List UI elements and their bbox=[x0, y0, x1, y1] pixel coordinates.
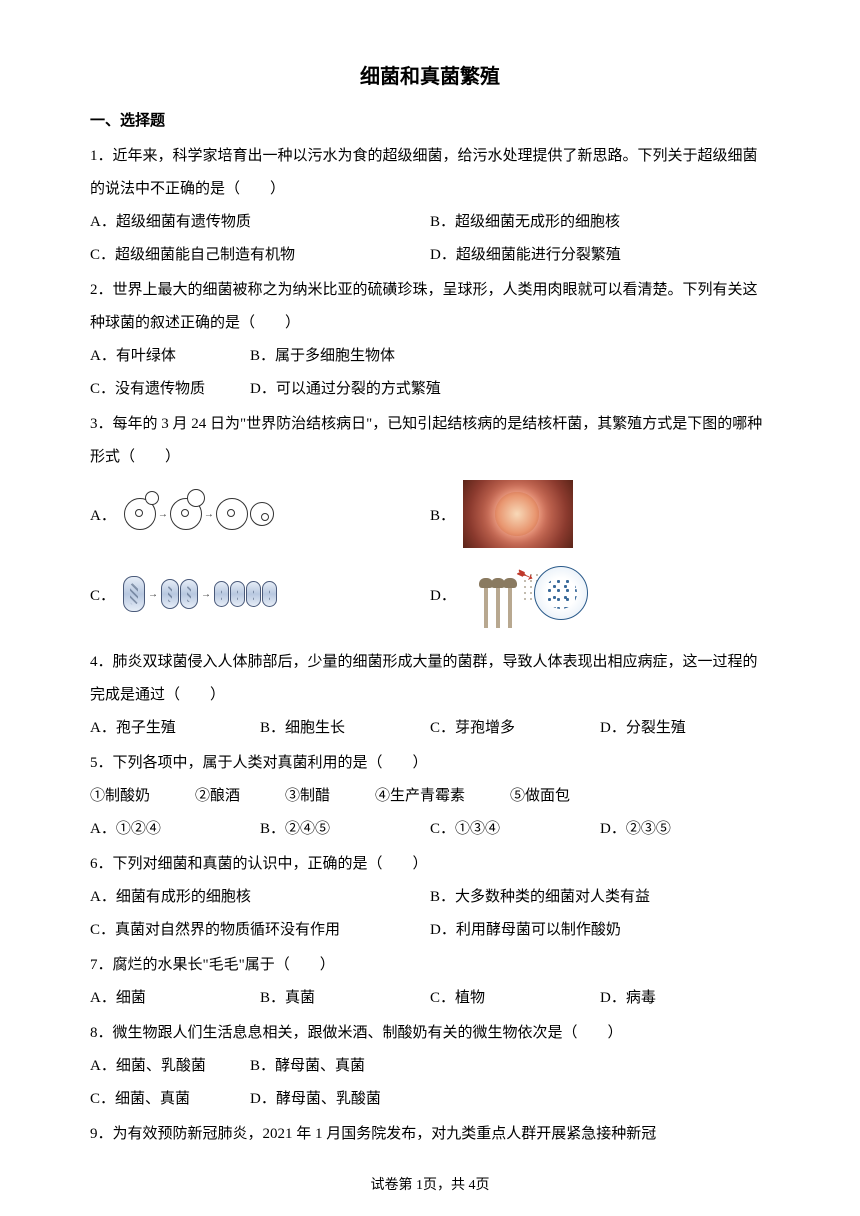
q2-row2: C．没有遗传物质 D．可以通过分裂的方式繁殖 bbox=[90, 373, 770, 406]
q3-opt-c: C． → → bbox=[90, 560, 430, 628]
q6-opt-b: B．大多数种类的细菌对人类有益 bbox=[430, 881, 770, 914]
page-title: 细菌和真菌繁殖 bbox=[90, 60, 770, 89]
q3-c-label: C． bbox=[90, 584, 115, 605]
q1-text: 1．近年来，科学家培育出一种以污水为食的超级细菌，给污水处理提供了新思路。下列关… bbox=[90, 140, 770, 206]
q8-opt-c: C．细菌、真菌 bbox=[90, 1083, 250, 1116]
q4-row: A．孢子生殖 B．细胞生长 C．芽孢增多 D．分裂生殖 bbox=[90, 712, 770, 745]
q8-opt-d: D．酵母菌、乳酸菌 bbox=[250, 1083, 381, 1116]
q1-opt-d: D．超级细菌能进行分裂繁殖 bbox=[430, 239, 770, 272]
q5-opt-b: B．②④⑤ bbox=[260, 813, 430, 846]
fission-diagram-icon: → → bbox=[123, 576, 277, 612]
question-6: 6．下列对细菌和真菌的认识中，正确的是（ ） A．细菌有成形的细胞核 B．大多数… bbox=[90, 848, 770, 947]
page-footer: 试卷第 1页，共 4页 bbox=[0, 1174, 860, 1194]
q7-row: A．细菌 B．真菌 C．植物 D．病毒 bbox=[90, 982, 770, 1015]
q6-opt-d: D．利用酵母菌可以制作酸奶 bbox=[430, 914, 770, 947]
q1-row2: C．超级细菌能自己制造有机物 D．超级细菌能进行分裂繁殖 bbox=[90, 239, 770, 272]
q4-opt-d: D．分裂生殖 bbox=[600, 712, 770, 745]
q6-opt-c: C．真菌对自然界的物质循环没有作用 bbox=[90, 914, 430, 947]
q5-row: A．①②④ B．②④⑤ C．①③④ D．②③⑤ bbox=[90, 813, 770, 846]
q8-row1: A．细菌、乳酸菌 B．酵母菌、真菌 bbox=[90, 1050, 770, 1083]
q3-image-options: A． → → B． C． → → D． bbox=[90, 480, 770, 640]
q5-opt-d: D．②③⑤ bbox=[600, 813, 770, 846]
q1-opt-a: A．超级细菌有遗传物质 bbox=[90, 206, 430, 239]
q2-row1: A．有叶绿体 B．属于多细胞生物体 bbox=[90, 340, 770, 373]
q7-opt-d: D．病毒 bbox=[600, 982, 770, 1015]
q8-text: 8．微生物跟人们生活息息相关，跟做米酒、制酸奶有关的微生物依次是（ ） bbox=[90, 1017, 770, 1050]
q7-opt-a: A．细菌 bbox=[90, 982, 260, 1015]
question-8: 8．微生物跟人们生活息息相关，跟做米酒、制酸奶有关的微生物依次是（ ） A．细菌… bbox=[90, 1017, 770, 1116]
q2-opt-b: B．属于多细胞生物体 bbox=[250, 340, 395, 373]
question-9: 9．为有效预防新冠肺炎，2021 年 1 月国务院发布，对九类重点人群开展紧急接… bbox=[90, 1118, 770, 1151]
q7-opt-b: B．真菌 bbox=[260, 982, 430, 1015]
red-cell-diagram-icon bbox=[463, 480, 573, 548]
q7-opt-c: C．植物 bbox=[430, 982, 600, 1015]
q6-text: 6．下列对细菌和真菌的认识中，正确的是（ ） bbox=[90, 848, 770, 881]
q3-a-label: A． bbox=[90, 504, 116, 525]
q1-opt-b: B．超级细菌无成形的细胞核 bbox=[430, 206, 770, 239]
q5-opt-c: C．①③④ bbox=[430, 813, 600, 846]
q3-opt-a: A． → → bbox=[90, 480, 430, 548]
q2-opt-a: A．有叶绿体 bbox=[90, 340, 250, 373]
question-4: 4．肺炎双球菌侵入人体肺部后，少量的细菌形成大量的菌群，导致人体表现出相应病症，… bbox=[90, 646, 770, 745]
budding-diagram-icon: → → bbox=[124, 498, 274, 530]
q5-opt-a: A．①②④ bbox=[90, 813, 260, 846]
q8-row2: C．细菌、真菌 D．酵母菌、乳酸菌 bbox=[90, 1083, 770, 1116]
q2-opt-c: C．没有遗传物质 bbox=[90, 373, 250, 406]
spore-diagram-icon: ➸ bbox=[464, 560, 594, 628]
q2-text: 2．世界上最大的细菌被称之为纳米比亚的硫磺珍珠，呈球形，人类用肉眼就可以看清楚。… bbox=[90, 274, 770, 340]
q8-opt-a: A．细菌、乳酸菌 bbox=[90, 1050, 250, 1083]
q1-opt-c: C．超级细菌能自己制造有机物 bbox=[90, 239, 430, 272]
question-1: 1．近年来，科学家培育出一种以污水为食的超级细菌，给污水处理提供了新思路。下列关… bbox=[90, 140, 770, 272]
q5-text: 5．下列各项中，属于人类对真菌利用的是（ ） bbox=[90, 747, 770, 780]
q1-row1: A．超级细菌有遗传物质 B．超级细菌无成形的细胞核 bbox=[90, 206, 770, 239]
q3-opt-d: D． ➸ bbox=[430, 560, 770, 628]
question-2: 2．世界上最大的细菌被称之为纳米比亚的硫磺珍珠，呈球形，人类用肉眼就可以看清楚。… bbox=[90, 274, 770, 406]
q8-opt-b: B．酵母菌、真菌 bbox=[250, 1050, 365, 1083]
question-5: 5．下列各项中，属于人类对真菌利用的是（ ） ①制酸奶 ②酿酒 ③制醋 ④生产青… bbox=[90, 747, 770, 846]
q6-row2: C．真菌对自然界的物质循环没有作用 D．利用酵母菌可以制作酸奶 bbox=[90, 914, 770, 947]
q5-items: ①制酸奶 ②酿酒 ③制醋 ④生产青霉素 ⑤做面包 bbox=[90, 780, 770, 813]
q4-opt-a: A．孢子生殖 bbox=[90, 712, 260, 745]
q4-opt-b: B．细胞生长 bbox=[260, 712, 430, 745]
question-7: 7．腐烂的水果长"毛毛"属于（ ） A．细菌 B．真菌 C．植物 D．病毒 bbox=[90, 949, 770, 1015]
q3-b-label: B． bbox=[430, 504, 455, 525]
section-header: 一、选择题 bbox=[90, 109, 770, 130]
question-3: 3．每年的 3 月 24 日为"世界防治结核病日"，已知引起结核病的是结核杆菌，… bbox=[90, 408, 770, 474]
q9-text: 9．为有效预防新冠肺炎，2021 年 1 月国务院发布，对九类重点人群开展紧急接… bbox=[90, 1118, 770, 1151]
q2-opt-d: D．可以通过分裂的方式繁殖 bbox=[250, 373, 441, 406]
q6-opt-a: A．细菌有成形的细胞核 bbox=[90, 881, 430, 914]
q3-opt-b: B． bbox=[430, 480, 770, 548]
q4-text: 4．肺炎双球菌侵入人体肺部后，少量的细菌形成大量的菌群，导致人体表现出相应病症，… bbox=[90, 646, 770, 712]
q4-opt-c: C．芽孢增多 bbox=[430, 712, 600, 745]
q3-d-label: D． bbox=[430, 584, 456, 605]
q7-text: 7．腐烂的水果长"毛毛"属于（ ） bbox=[90, 949, 770, 982]
q6-row1: A．细菌有成形的细胞核 B．大多数种类的细菌对人类有益 bbox=[90, 881, 770, 914]
q3-text: 3．每年的 3 月 24 日为"世界防治结核病日"，已知引起结核病的是结核杆菌，… bbox=[90, 408, 770, 474]
